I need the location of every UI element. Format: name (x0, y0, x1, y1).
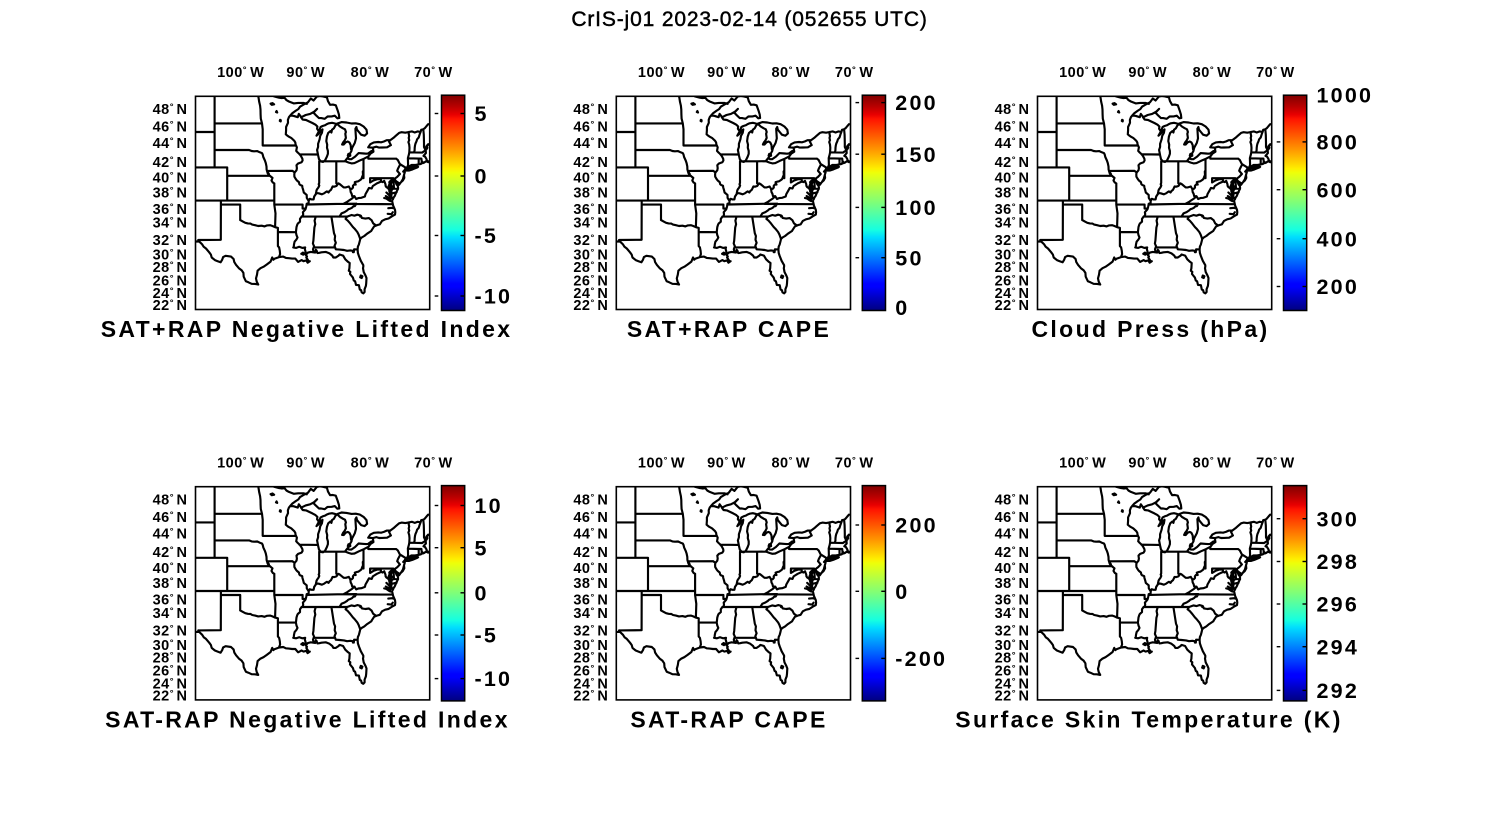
svg-text:10: 10 (475, 494, 503, 518)
svg-text:1000: 1000 (1317, 84, 1374, 108)
svg-text:5: 5 (475, 102, 489, 126)
svg-text:5: 5 (475, 536, 489, 560)
svg-text:0: 0 (475, 165, 489, 189)
svg-text:50: 50 (895, 246, 923, 270)
svg-text:200: 200 (1317, 275, 1359, 299)
svg-text:298: 298 (1317, 550, 1359, 574)
svg-text:Cloud Press (hPa): Cloud Press (hPa) (1031, 316, 1269, 342)
svg-text:0: 0 (895, 580, 909, 604)
svg-text:-5: -5 (475, 624, 499, 648)
svg-text:0: 0 (895, 296, 909, 320)
svg-text:-10: -10 (475, 667, 513, 691)
svg-text:100: 100 (895, 196, 937, 220)
svg-text:296: 296 (1317, 593, 1359, 617)
svg-text:800: 800 (1317, 131, 1359, 155)
svg-text:Surface Skin Temperature (K): Surface Skin Temperature (K) (955, 706, 1342, 732)
svg-text:CrIS-j01 2023-02-14 (052655 UT: CrIS-j01 2023-02-14 (052655 UTC) (571, 8, 927, 31)
svg-text:SAT-RAP Negative Lifted Index: SAT-RAP Negative Lifted Index (105, 706, 510, 732)
svg-text:0: 0 (475, 581, 489, 605)
svg-text:-10: -10 (475, 285, 513, 309)
svg-text:200: 200 (895, 91, 937, 115)
svg-text:300: 300 (1317, 507, 1359, 531)
svg-text:150: 150 (895, 143, 937, 167)
svg-text:-200: -200 (895, 647, 947, 671)
svg-text:600: 600 (1317, 178, 1359, 202)
svg-text:SAT+RAP Negative Lifted Index: SAT+RAP Negative Lifted Index (101, 316, 513, 342)
svg-text:200: 200 (895, 514, 937, 538)
svg-text:292: 292 (1317, 679, 1359, 703)
svg-text:-5: -5 (475, 224, 499, 248)
svg-text:SAT+RAP CAPE: SAT+RAP CAPE (627, 316, 831, 342)
svg-text:SAT-RAP CAPE: SAT-RAP CAPE (630, 706, 827, 732)
svg-text:294: 294 (1317, 635, 1359, 659)
svg-text:400: 400 (1317, 227, 1359, 251)
